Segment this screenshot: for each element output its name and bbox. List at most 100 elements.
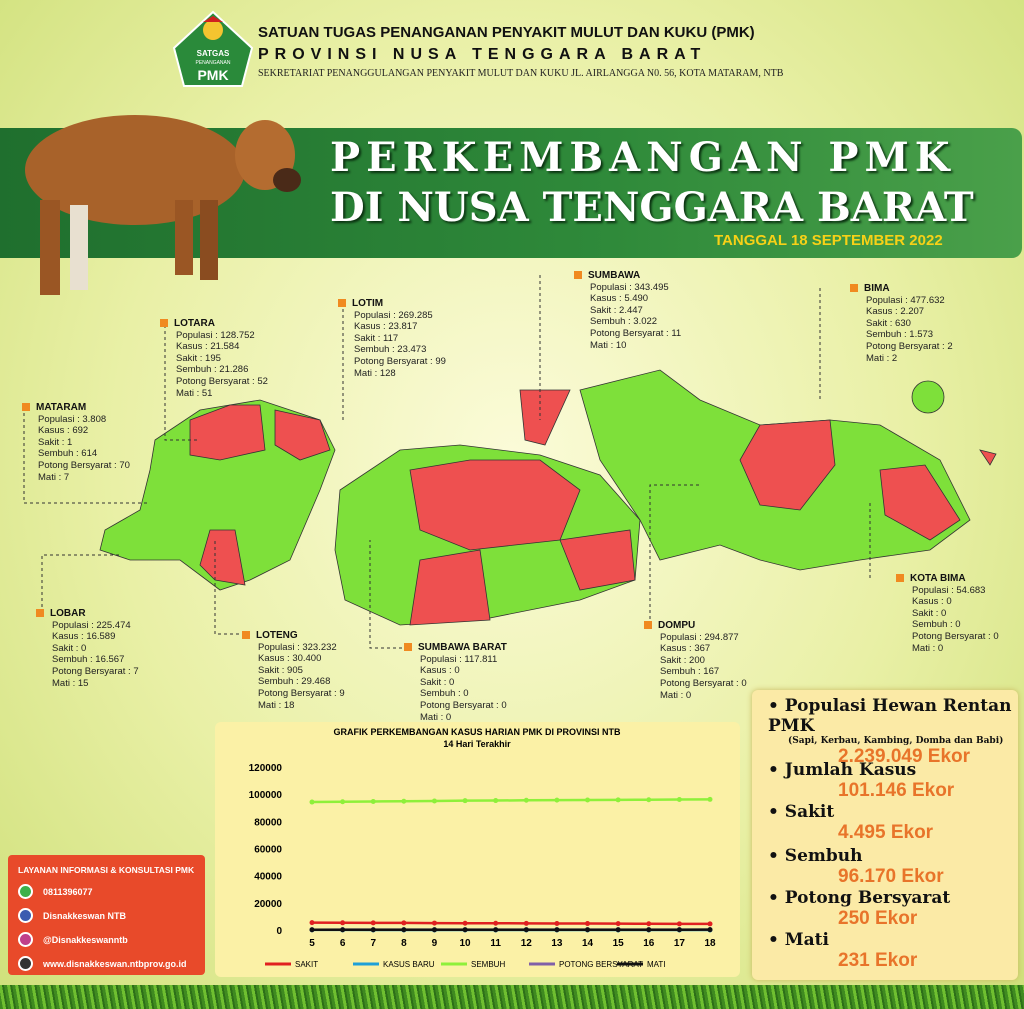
cow — [25, 115, 301, 295]
contact-text: @Disnakkeswanntb — [43, 934, 128, 945]
y-tick-label: 60000 — [254, 845, 282, 856]
x-tick-label: 8 — [401, 938, 407, 949]
region-stat: Mati : 7 — [38, 471, 70, 483]
region-name: KOTA BIMA — [896, 573, 999, 585]
bullet: • — [768, 846, 785, 866]
region-marker — [160, 319, 168, 327]
point — [462, 798, 468, 804]
region-marker — [850, 284, 858, 292]
region-stat: Mati : 10 — [590, 339, 627, 351]
summary-label: • Jumlah Kasus — [768, 760, 954, 780]
point — [523, 797, 529, 803]
region-stat: Potong Bersyarat : 0 — [660, 677, 747, 689]
point — [370, 927, 376, 933]
region-stat: Populasi : 54.683 — [912, 584, 986, 596]
bullet: • — [768, 930, 785, 950]
region-marker — [574, 271, 582, 279]
region-name: LOTIM — [338, 298, 446, 310]
point — [309, 920, 315, 926]
region-marker — [338, 299, 346, 307]
point — [707, 921, 713, 927]
contact-title: LAYANAN INFORMASI & KONSULTASI PMK — [18, 865, 195, 875]
point — [523, 927, 529, 933]
region-stat: Mati : 0 — [660, 689, 692, 701]
point — [707, 927, 713, 933]
point — [523, 920, 529, 926]
region-stat: Sembuh : 23.473 — [354, 344, 427, 356]
region-info: LOTIM Populasi : 269.285 Kasus : 23.817 Sak… — [338, 298, 446, 379]
point — [585, 797, 591, 803]
point — [462, 920, 468, 926]
point — [309, 799, 315, 805]
y-tick-label: 40000 — [254, 872, 282, 883]
point — [370, 799, 376, 805]
region-info: DOMPU Populasi : 294.877 Kasus : 367 Sakit … — [644, 620, 747, 701]
region-info: SUMBAWA Populasi : 343.495 Kasus : 5.490 Sa… — [574, 270, 681, 351]
point — [401, 927, 407, 933]
region-marker — [242, 631, 250, 639]
series-line — [311, 921, 711, 926]
summary-label: • Mati — [768, 930, 917, 950]
region-stat: Potong Bersyarat : 70 — [38, 459, 130, 471]
point — [615, 927, 621, 933]
region-marker — [22, 403, 30, 411]
region-stat: Kasus : 21.584 — [176, 341, 240, 353]
contact-item: 0811396077 — [18, 884, 205, 899]
summary-label-text: Sembuh — [784, 846, 863, 866]
x-tick-label: 14 — [582, 938, 594, 949]
region-name-text: LOTIM — [352, 298, 384, 309]
region-stat: Sakit : 195 — [176, 352, 221, 364]
point — [554, 797, 560, 803]
line-chart: GRAFIK PERKEMBANGAN KASUS HARIAN PMK DI … — [249, 727, 716, 969]
region-info: LOTENG Populasi : 323.232 Kasus : 30.400 Sa… — [242, 630, 345, 711]
region-marker — [404, 643, 412, 651]
chart-title: GRAFIK PERKEMBANGAN KASUS HARIAN PMK DI … — [333, 727, 621, 737]
region-name-text: DOMPU — [658, 620, 696, 631]
point — [493, 927, 499, 933]
region-name: LOBAR — [36, 608, 139, 620]
region-stat: Potong Bersyarat : 99 — [354, 355, 446, 367]
summary-panel: • Populasi Hewan Rentan PMK (Sapi, Kerbau… — [752, 690, 1018, 980]
leader-line — [649, 484, 700, 625]
point — [340, 799, 346, 805]
bullet: • — [768, 696, 785, 716]
region-marker — [896, 574, 904, 582]
grass — [0, 985, 1024, 1009]
summary-item: • Potong Bersyarat 250 Ekor — [768, 888, 950, 930]
contact-item: www.disnakkeswan.ntbprov.go.id — [18, 956, 205, 971]
leader-lines — [23, 275, 871, 649]
region-stat: Populasi : 3.808 — [38, 413, 107, 425]
region-info: LOTARA Populasi : 128.752 Kasus : 21.584 Sa… — [160, 318, 268, 399]
legend-label: SEMBUH — [471, 960, 505, 969]
bullet: • — [768, 760, 785, 780]
region-stat: Sembuh : 0 — [912, 619, 961, 631]
chart-panel: GRAFIK PERKEMBANGAN KASUS HARIAN PMK DI … — [215, 722, 740, 977]
y-tick-label: 20000 — [254, 899, 282, 910]
region-stat: Sakit : 905 — [258, 664, 303, 676]
contact-icon — [18, 884, 33, 899]
point — [370, 920, 376, 926]
region-stat: Sembuh : 0 — [420, 688, 469, 700]
contact-text: www.disnakkeswan.ntbprov.go.id — [43, 958, 187, 969]
summary-item: • Sembuh 96.170 Ekor — [768, 846, 944, 888]
point — [585, 927, 591, 933]
summary-item: • Mati 231 Ekor — [768, 930, 917, 972]
point — [554, 920, 560, 926]
legend-label: POTONG BERSYARAT — [559, 960, 643, 969]
point — [431, 920, 437, 926]
address: SEKRETARIAT PENANGGULANGAN PENYAKIT MULU… — [258, 68, 784, 79]
point — [646, 927, 652, 933]
leader-line — [23, 407, 150, 504]
summary-item: • Populasi Hewan Rentan PMK (Sapi, Kerbau… — [768, 696, 1018, 768]
point — [676, 921, 682, 927]
region-stat: Kasus : 0 — [420, 665, 460, 677]
y-tick-label: 120000 — [249, 763, 283, 774]
contact-icon — [18, 956, 33, 971]
summary-label-text: Potong Bersyarat — [784, 888, 951, 908]
y-tick-label: 80000 — [254, 817, 282, 828]
point — [340, 920, 346, 926]
region-info: LOBAR Populasi : 225.474 Kasus : 16.589 Sak… — [36, 608, 139, 689]
x-tick-label: 15 — [613, 938, 625, 949]
title-line: PERKEMBANGAN PMK — [330, 134, 956, 181]
point — [585, 921, 591, 927]
